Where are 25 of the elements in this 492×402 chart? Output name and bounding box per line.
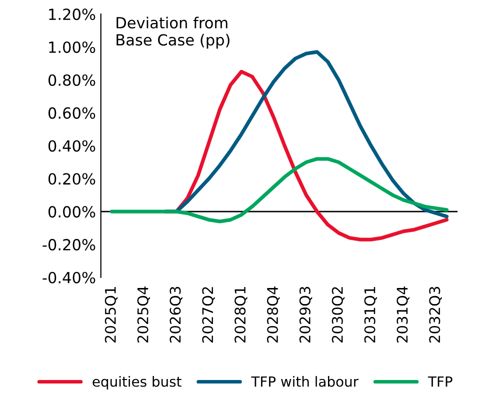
x-tick-label: 2025Q4 xyxy=(137,286,150,343)
legend-label: TFP with labour xyxy=(251,376,359,387)
x-tick-label: 2030Q2 xyxy=(332,287,345,343)
y-tick-label: 1.20% xyxy=(49,8,96,20)
y-tick-label: 1.00% xyxy=(49,41,96,54)
y-tick-label: 0.00% xyxy=(48,206,96,218)
x-tick-label: 2028Q1 xyxy=(234,287,248,343)
y-tick-label: 0.20% xyxy=(48,173,96,185)
y-tick-label: 0.40% xyxy=(48,140,96,152)
x-tick-label: 2031Q1 xyxy=(364,287,377,343)
annotation: Deviation from Base Case (pp) xyxy=(116,16,230,49)
line-series xyxy=(110,157,449,224)
x-tick-label: 2027Q2 xyxy=(202,287,215,343)
y-tick-label: 0.80% xyxy=(48,74,96,86)
x-tick-label: 2031Q4 xyxy=(396,286,410,343)
legend-label: TFP xyxy=(428,376,452,387)
x-tick-label: 2029Q3 xyxy=(299,286,312,343)
y-tick-label: -0.20% xyxy=(42,238,96,250)
x-tick-label: 2026Q3 xyxy=(170,286,182,343)
x-tick-label: 2028Q4 xyxy=(267,286,280,343)
x-tick-label: 2032Q3 xyxy=(429,286,442,343)
y-tick-label: -0.40% xyxy=(42,272,96,284)
x-tick-label: 2025Q1 xyxy=(104,287,118,343)
legend-label: equities bust xyxy=(92,376,182,390)
y-tick-label: 0.60% xyxy=(48,107,96,119)
